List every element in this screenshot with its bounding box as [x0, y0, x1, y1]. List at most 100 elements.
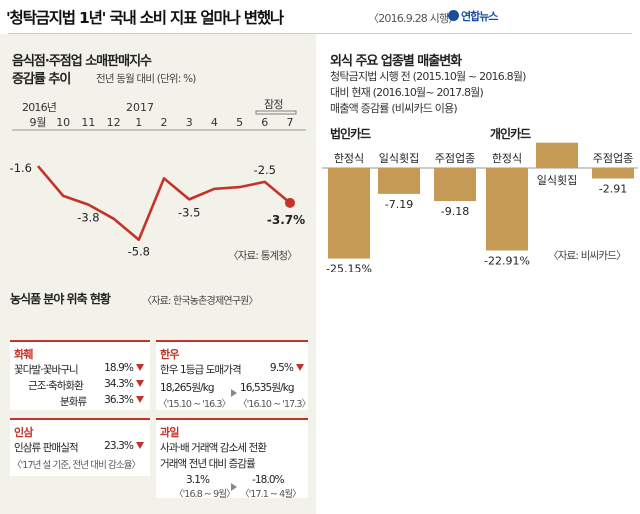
data-label: -1.6 — [10, 161, 32, 175]
header-divider — [8, 33, 632, 34]
x-tick-label: 4 — [211, 116, 218, 129]
ginseng-box: 인삼 인삼류 판매실적 23.3% 〈'17년 설 기준, 전년 대비 감소율〉 — [10, 418, 150, 476]
x-tick-label: 7 — [287, 116, 294, 129]
fruit-value-before: 3.1% — [186, 474, 210, 486]
beef-box: 한우 한우 1등급 도매가격 9.5% 18,265원/kg 16,535원/k… — [156, 340, 311, 410]
news-logo: 연합뉴스 — [448, 8, 498, 24]
down-arrow-icon — [136, 380, 144, 387]
value-label: -22.91% — [484, 254, 530, 267]
down-arrow-icon — [136, 396, 144, 403]
flower-potted-value-text: 36.3% — [104, 394, 134, 406]
value-label: 7.03 — [545, 138, 570, 141]
flower-row-potted-value: 36.3% — [104, 394, 144, 406]
right-period-line1: 청탁금지법 시행 전 (2015.10월 ~ 2016.8월) — [330, 70, 526, 83]
bar — [536, 142, 578, 168]
left-chart-title-line1: 음식점·주점업 소매판매지수 — [12, 54, 152, 69]
bottom-title: 농식품 분야 위축 현황 — [10, 292, 111, 306]
bar — [592, 168, 634, 179]
ginseng-sales-label: 인삼류 판매실적 — [14, 442, 79, 454]
x-tick-label: 9월 — [29, 116, 46, 129]
beef-period-after: 〈'16.10 ~ '17.3〉 — [238, 399, 311, 410]
x-tick-label: 5 — [236, 116, 243, 129]
category-label: 한정식 — [492, 152, 522, 165]
bar — [434, 168, 476, 202]
right-period-line3: 매출액 증감률 (비씨카드 이용) — [330, 102, 458, 115]
x-tick-label: 1 — [135, 116, 142, 129]
data-label: -5.8 — [128, 245, 150, 259]
flower-row-wreath: 근조·축하화환 — [28, 378, 84, 393]
bar — [328, 168, 370, 259]
bar — [378, 168, 420, 194]
data-label: -2.5 — [254, 163, 276, 177]
beef-price-label: 한우 1등급 도매가격 — [160, 364, 242, 376]
line-chart: 2016년 2017 잠정 9월 10 11 12 1 2 3 4 5 6 7 -1.6-3.8-5… — [10, 98, 306, 259]
beef-change-value: 9.5% — [269, 362, 294, 374]
category-label: 주점업종 — [593, 152, 633, 165]
series-line — [37, 165, 291, 242]
beef-period-before: 〈'15.10 ~ '16.3〉 — [158, 399, 231, 410]
value-label: -7.19 — [385, 198, 413, 211]
x-tick-label: 10 — [56, 116, 70, 129]
bar — [486, 168, 528, 251]
year-2017-label: 2017 — [126, 101, 154, 114]
logo-icon — [448, 10, 459, 21]
value-label: -25.15% — [326, 263, 372, 272]
flower-bouquet-value-text: 18.9% — [104, 362, 134, 374]
personal-card-title: 개인카드 — [490, 127, 531, 141]
beef-heading: 한우 — [160, 348, 179, 361]
bottom-source: 〈자료: 한국농촌경제연구원〉 — [142, 296, 259, 307]
flower-heading: 화훼 — [14, 348, 33, 361]
fruit-period-before: 〈'16.8 ~ 9월〉 — [174, 489, 236, 500]
right-chart-source: 〈자료: 비씨카드〉 — [548, 250, 627, 262]
right-period-line2: 대비 현재 (2016.10월~ 2017.8월) — [330, 86, 484, 99]
prelim-label: 잠정 — [264, 98, 283, 111]
data-label: -3.5 — [178, 205, 200, 219]
ginseng-note: 〈'17년 설 기준, 전년 대비 감소율〉 — [12, 460, 141, 471]
flower-row-bouquet: 꽃다발·꽃바구니 — [14, 362, 79, 377]
category-label: 주점업종 — [435, 152, 475, 165]
logo-text: 연합뉴스 — [461, 10, 498, 23]
bar-charts: 한정식 -25.15% 일식횟집 -7.19 주점업종 -9.18 한정식 -22.91% 일… — [322, 138, 638, 272]
data-label: -3.8 — [77, 211, 99, 225]
flower-box: 화훼 꽃다발·꽃바구니 18.9% 근조·축하화환 34.3% 분화류 36.3… — [10, 340, 150, 410]
year-2016-label: 2016년 — [22, 101, 56, 114]
flower-row-bouquet-label: 꽃다발·꽃바구니 — [14, 364, 79, 376]
down-arrow-icon — [136, 442, 144, 449]
category-label: 한정식 — [334, 152, 364, 165]
data-label: -3.7% — [267, 213, 305, 227]
flower-row-wreath-label: 근조·축하화환 — [28, 380, 84, 392]
beef-price-change: 9.5% — [270, 362, 304, 374]
fruit-line2: 거래액 전년 대비 증감률 — [160, 458, 256, 470]
flower-wreath-value-text: 34.3% — [104, 378, 134, 390]
x-tick-label: 6 — [261, 116, 268, 129]
category-label: 일식횟집 — [379, 151, 419, 165]
right-arrow-icon — [228, 382, 240, 401]
x-tick-label: 12 — [107, 116, 121, 129]
effective-date: 〈2016.9.28 시행〉 — [368, 12, 459, 25]
value-label: -9.18 — [441, 205, 469, 218]
x-tick-label: 11 — [81, 116, 95, 129]
down-arrow-icon — [136, 364, 144, 371]
ginseng-heading: 인삼 — [14, 426, 33, 439]
x-tick-label: 3 — [186, 116, 193, 129]
flower-row-bouquet-value: 18.9% — [104, 362, 144, 374]
fruit-heading: 과일 — [160, 426, 179, 439]
flower-row-potted: 분화류 — [60, 394, 87, 409]
fruit-value-after: -18.0% — [252, 474, 285, 486]
right-section-title: 외식 주요 업종별 매출변화 — [330, 54, 462, 69]
category-label: 일식횟집 — [537, 173, 577, 187]
flower-row-wreath-value: 34.3% — [104, 378, 144, 390]
x-tick-label: 2 — [161, 116, 168, 129]
value-label: -2.91 — [599, 182, 627, 195]
down-arrow-icon — [296, 364, 304, 371]
fruit-line1: 사과·배 거래액 감소세 전환 — [160, 442, 267, 454]
page-title: '청탁금지법 1년' 국내 소비 지표 얼마나 변했나 — [6, 9, 284, 27]
right-arrow-icon — [228, 476, 240, 495]
left-chart-source: 〈자료: 통계청〉 — [228, 250, 298, 262]
left-chart-subtitle: 전년 동월 대비 (단위: %) — [96, 73, 196, 85]
ginseng-change-value: 23.3% — [104, 440, 134, 452]
left-chart-title-line2: 증감률 추이 — [12, 72, 71, 87]
corp-card-title: 법인카드 — [330, 127, 371, 141]
fruit-box: 과일 사과·배 거래액 감소세 전환 거래액 전년 대비 증감률 3.1% -1… — [156, 418, 308, 500]
last-point-marker — [285, 197, 295, 208]
